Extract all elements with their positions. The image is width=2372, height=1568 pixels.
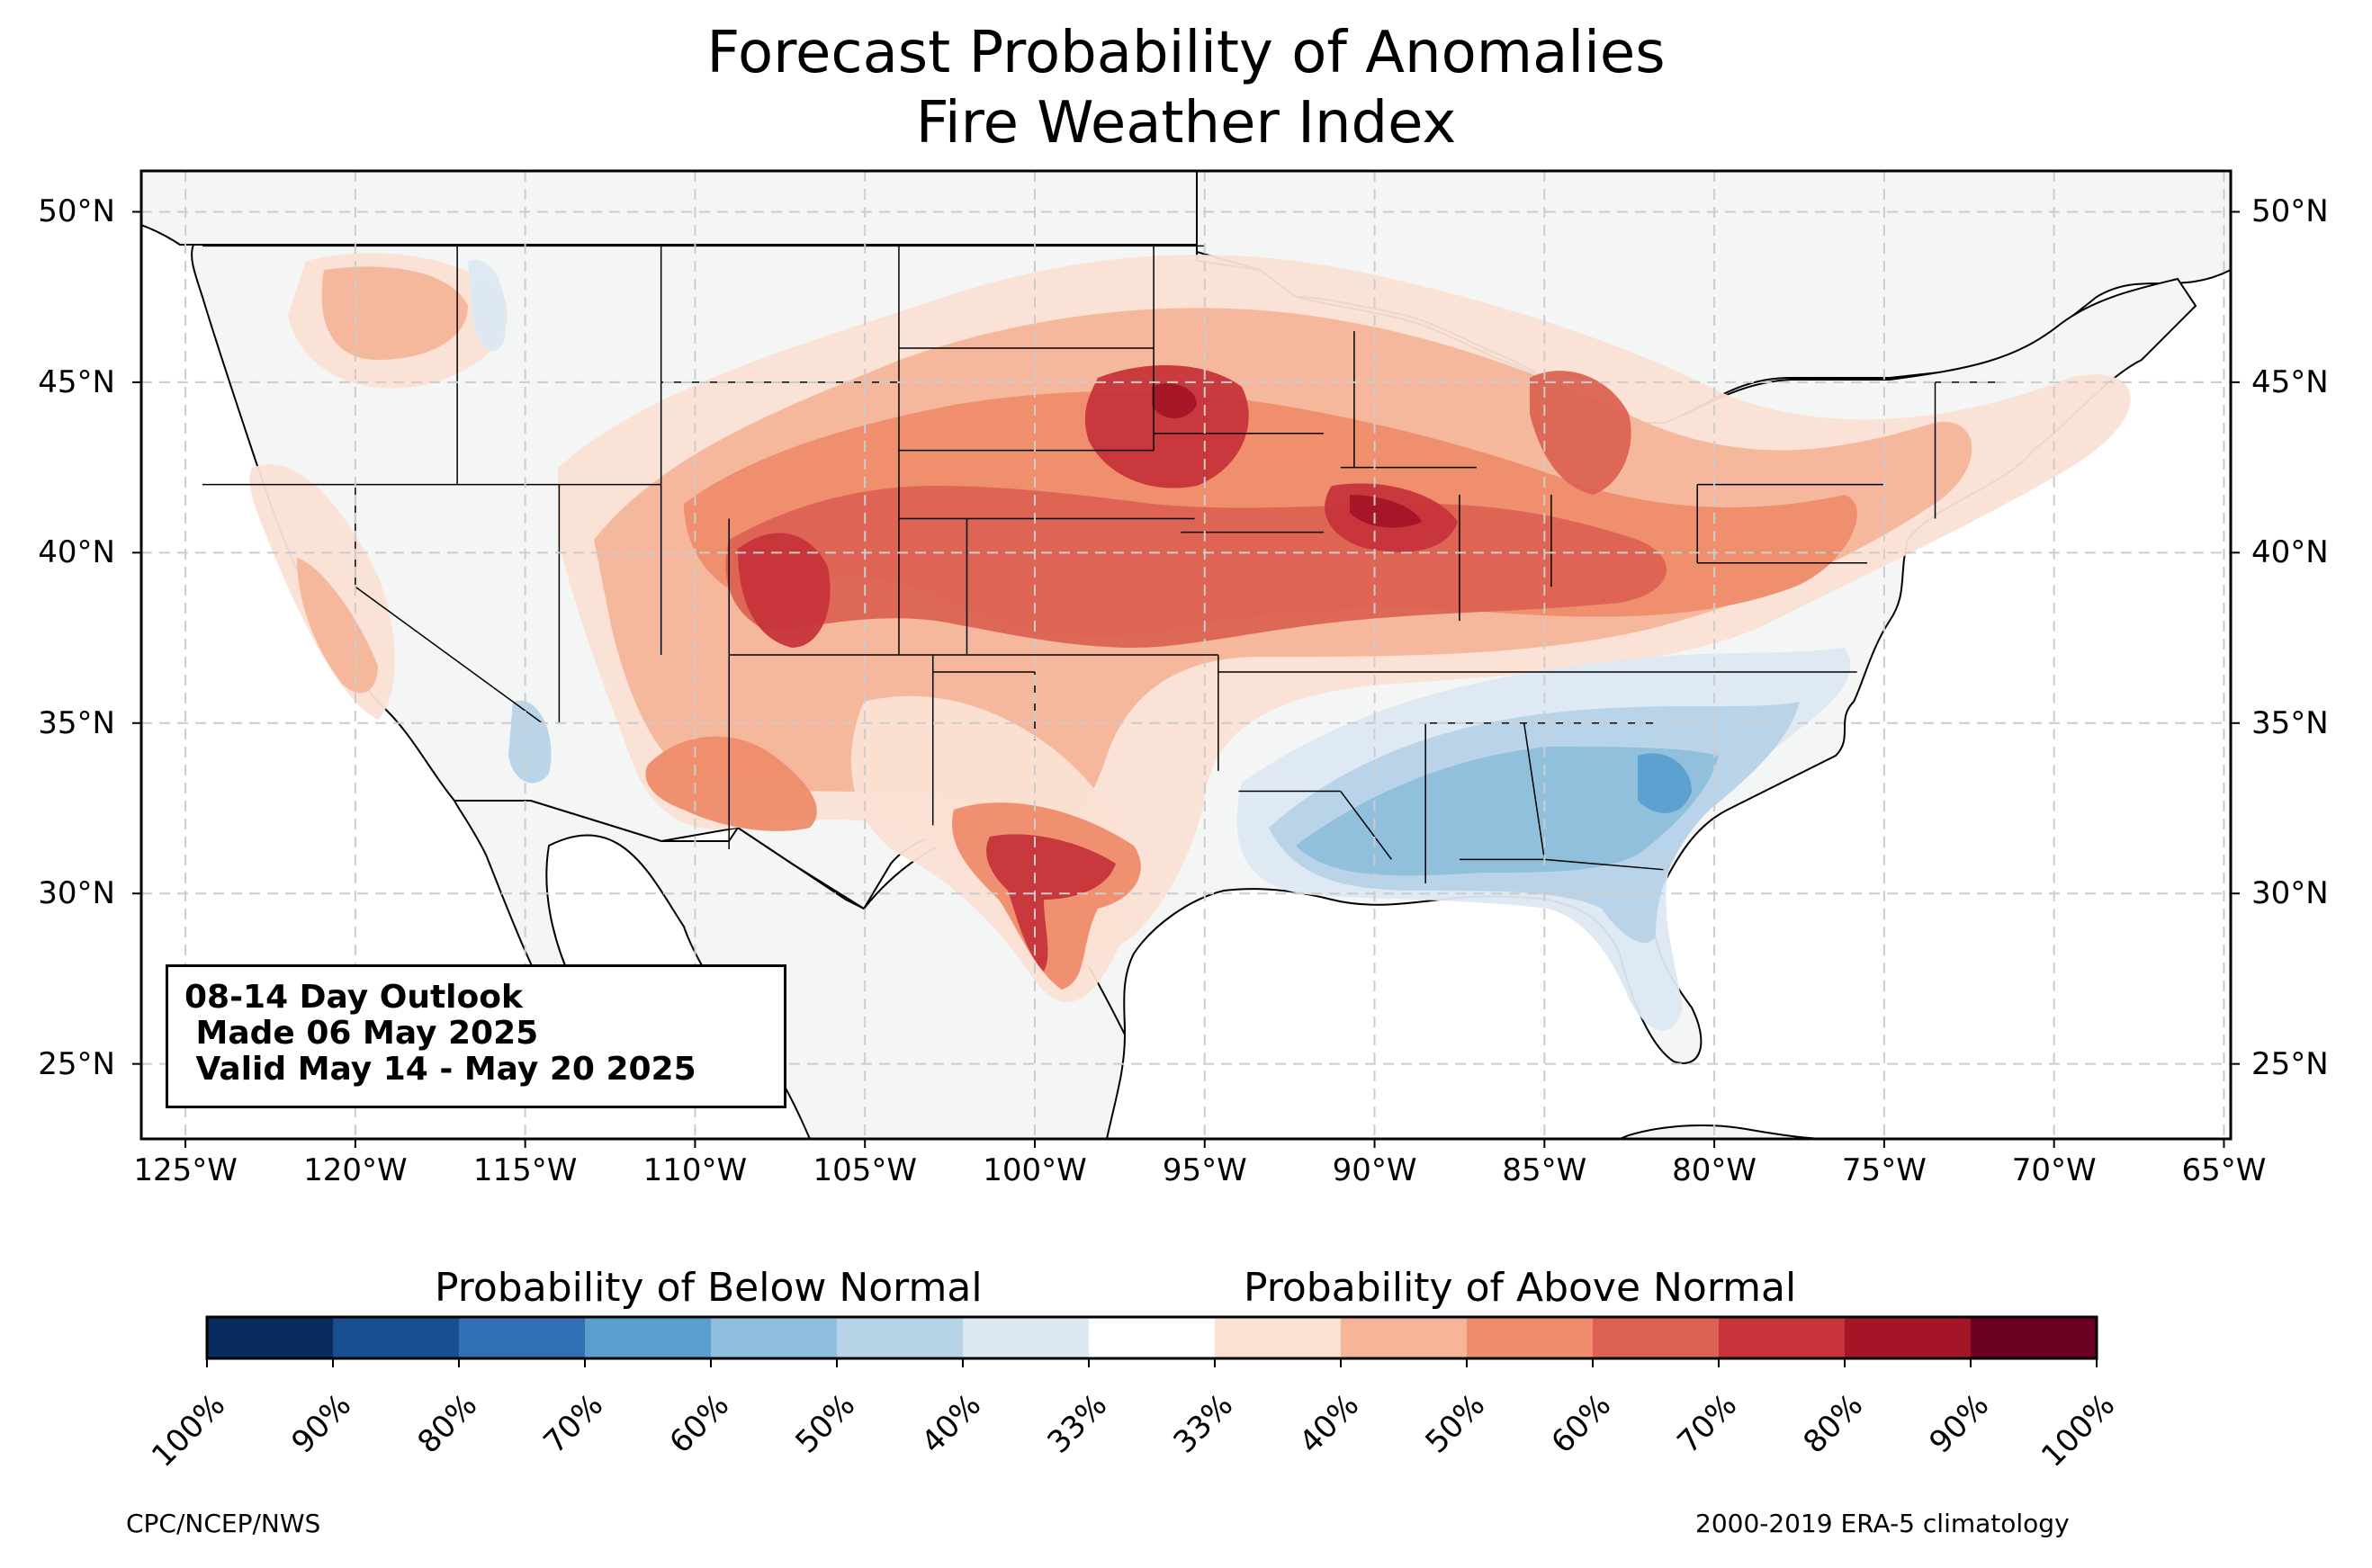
- lat-tick-label-left: 35°N: [38, 704, 115, 741]
- outlook-valid-dates: Valid May 14 - May 20 2025: [184, 1051, 696, 1088]
- footer-climatology: 2000-2019 ERA-5 climatology: [1695, 1509, 2070, 1538]
- above-normal-michigan: [1530, 371, 1631, 495]
- above-normal-texas-peak: [986, 834, 1116, 972]
- map-title: Forecast Probability of Anomalies: [706, 20, 1666, 86]
- lat-tick-label-right: 45°N: [2251, 363, 2329, 400]
- outlook-period: 08-14 Day Outlook: [184, 979, 523, 1016]
- colorbar-swatch: [1593, 1317, 1719, 1358]
- probability-contours: [249, 253, 2131, 1031]
- state-border-line: [1340, 791, 1393, 860]
- above-normal-colorado-peak: [738, 533, 831, 648]
- colorbar-swatch: [1089, 1317, 1215, 1358]
- lat-tick-label-left: 50°N: [38, 193, 115, 230]
- lat-tick-label-right: 25°N: [2251, 1045, 2329, 1082]
- above-normal-minnesota: [1084, 365, 1249, 488]
- above-normal-central-valley: [297, 558, 378, 694]
- state-border-line: [1523, 722, 1546, 860]
- above-normal-oregon: [321, 266, 468, 360]
- colorbar-swatch: [207, 1317, 333, 1358]
- footer-credit: CPC/NCEP/NWS: [126, 1509, 321, 1538]
- colorbar-swatch: [459, 1317, 585, 1358]
- lat-tick-label-right: 50°N: [2251, 193, 2329, 230]
- colorbar-swatch: [837, 1317, 963, 1358]
- lon-tick-label: 115°W: [472, 1152, 578, 1188]
- canada-west: [141, 171, 1198, 246]
- lon-tick-label: 65°W: [2181, 1152, 2267, 1188]
- colorbar-swatch: [1719, 1317, 1845, 1358]
- lon-tick-label: 70°W: [2011, 1152, 2097, 1188]
- colorbar-swatch: [963, 1317, 1089, 1358]
- lon-tick-label: 110°W: [642, 1152, 748, 1188]
- lat-tick-label-left: 30°N: [38, 875, 115, 912]
- colorbar-swatch: [1467, 1317, 1593, 1358]
- lon-tick-label: 105°W: [813, 1152, 917, 1188]
- above-normal-new-mexico: [645, 736, 817, 831]
- colorbar-swatch: [1341, 1317, 1467, 1358]
- lon-tick-label: 80°W: [1672, 1152, 1757, 1188]
- lat-tick-label-left: 40°N: [38, 534, 115, 571]
- lon-tick-label: 90°W: [1332, 1152, 1417, 1188]
- lat-tick-label-left: 25°N: [38, 1045, 115, 1082]
- above-normal-peak-2: [1350, 495, 1422, 528]
- state-border-line: [1544, 858, 1664, 871]
- lon-tick-label: 95°W: [1162, 1152, 1247, 1188]
- colorbar-swatch: [1215, 1317, 1341, 1358]
- colorbar-swatch: [1845, 1317, 1971, 1358]
- lat-tick-label-left: 45°N: [38, 363, 115, 400]
- colorbar-above-title: Probability of Above Normal: [1244, 1265, 1797, 1311]
- map-frame: [139, 169, 2233, 1141]
- outlook-info-box: 08-14 Day Outlook Made 06 May 2025 Valid…: [166, 964, 786, 1108]
- below-normal-georgia-peak: [1638, 753, 1692, 813]
- below-normal-idaho: [468, 259, 507, 351]
- colorbar-frame: [205, 1315, 2098, 1360]
- state-border-line: [355, 586, 543, 724]
- axis-ticks: [132, 211, 2240, 1148]
- map-subtitle: Fire Weather Index: [915, 90, 1457, 157]
- lon-tick-label: 75°W: [1841, 1152, 1927, 1188]
- colorbar-swatch: [333, 1317, 459, 1358]
- above-normal-peak-1: [1152, 383, 1197, 418]
- colorbar-below-title: Probability of Below Normal: [435, 1265, 983, 1311]
- lon-tick-label: 100°W: [983, 1152, 1087, 1188]
- lat-tick-label-right: 40°N: [2251, 534, 2329, 571]
- colorbar-swatch: [711, 1317, 837, 1358]
- colorbar-swatch: [585, 1317, 711, 1358]
- lon-tick-label: 125°W: [133, 1152, 238, 1188]
- lon-tick-label: 120°W: [303, 1152, 408, 1188]
- colorbar-swatch: [1971, 1317, 2097, 1358]
- outlook-made-date: Made 06 May 2025: [184, 1015, 539, 1052]
- lat-tick-label-right: 35°N: [2251, 704, 2329, 741]
- graticule: [141, 171, 2231, 1139]
- below-normal-core: [1296, 747, 1719, 876]
- colorbar: [205, 1315, 2098, 1367]
- lat-tick-label-right: 30°N: [2251, 875, 2329, 912]
- lon-tick-label: 85°W: [1502, 1152, 1587, 1188]
